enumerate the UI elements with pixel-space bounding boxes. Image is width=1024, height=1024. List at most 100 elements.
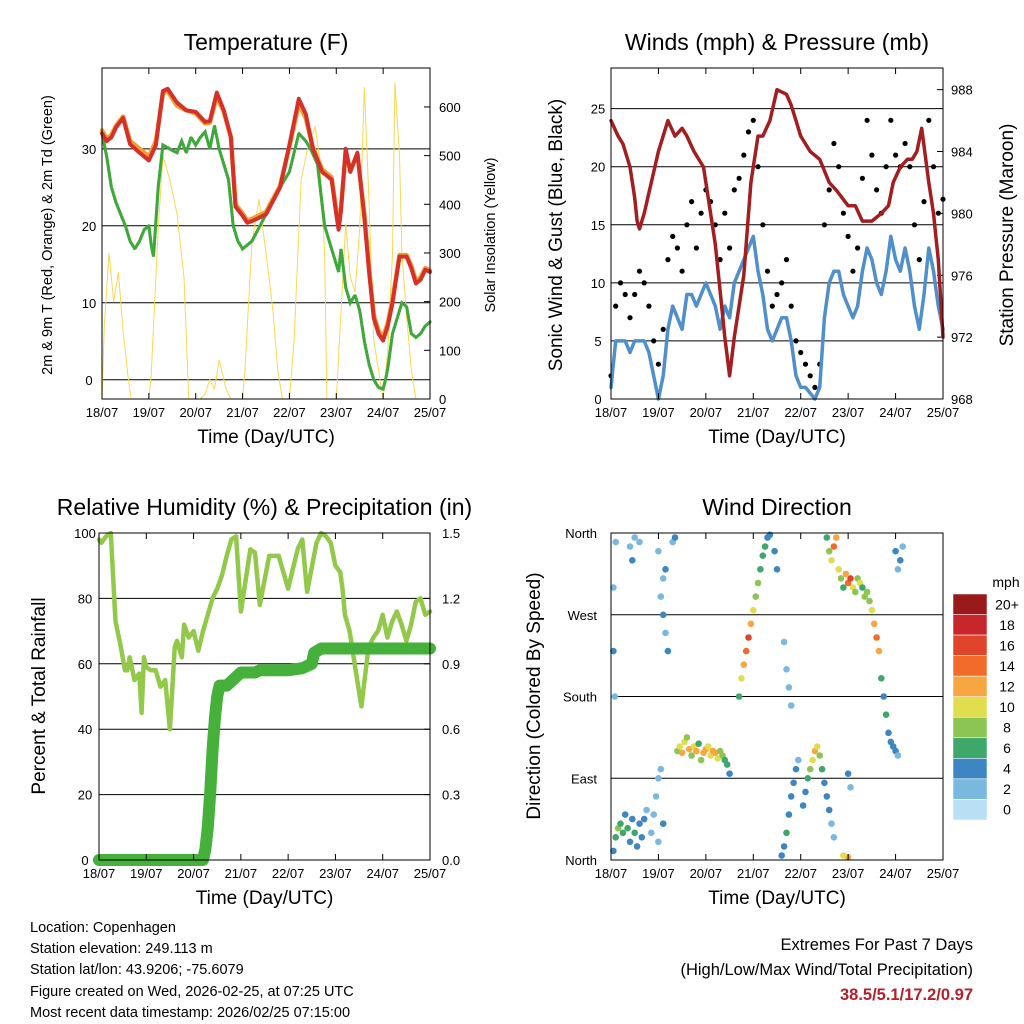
wind-title: Winds (mph) & Pressure (mb) <box>625 29 929 55</box>
rh-y2tick-label: 1.5 <box>442 526 460 541</box>
direction-point <box>818 765 826 773</box>
gust-point <box>689 199 695 205</box>
direction-point <box>823 534 831 541</box>
direction-point <box>790 779 797 787</box>
direction-point <box>738 675 745 682</box>
wind-y2tick-label: 980 <box>951 206 973 221</box>
gust-point <box>727 245 733 251</box>
temp-xtick-label: 23/07 <box>320 405 353 420</box>
rh-ytick-label: 80 <box>78 591 92 606</box>
direction-point <box>659 611 667 619</box>
rh-xlabel: Time (Day/UTC) <box>196 888 334 909</box>
direction-point <box>652 793 660 800</box>
direction-point <box>611 693 619 700</box>
wind-y2label: Station Pressure (Maroon) <box>997 124 1018 347</box>
temp-ytick-label: 10 <box>82 296 96 311</box>
direction-point <box>814 743 821 750</box>
wind-y2tick-label: 976 <box>951 268 973 283</box>
colorbar-label: 14 <box>999 658 1015 674</box>
gust-point <box>641 280 647 286</box>
wind-xtick-label: 18/07 <box>595 405 628 420</box>
direction-point <box>873 634 880 641</box>
direction-point <box>638 834 646 841</box>
gust-point <box>802 361 809 367</box>
wind-xlabel: Time (Day/UTC) <box>708 427 846 448</box>
gust-point <box>750 117 756 123</box>
direction-point <box>795 756 802 764</box>
colorbar-label: 20+ <box>995 596 1019 612</box>
relative-humidity-line <box>96 530 433 732</box>
direction-title: Wind Direction <box>702 494 852 520</box>
direction-point <box>655 838 662 846</box>
direction-point <box>882 711 890 718</box>
gust-point <box>651 338 657 344</box>
gust-point <box>646 303 652 309</box>
rh-xtick-label: 19/07 <box>130 866 163 881</box>
station-latlon: Station lat/lon: 43.9206; -75.6079 <box>30 962 244 979</box>
rh-frame <box>98 532 431 861</box>
extremes-subtitle: (High/Low/Max Wind/Total Precipitation) <box>680 961 973 979</box>
direction-point <box>704 743 712 750</box>
rh-xtick-label: 22/07 <box>272 866 305 881</box>
colorbar-swatch <box>952 696 988 718</box>
direction-point <box>799 802 807 809</box>
direction-point <box>825 547 833 555</box>
direction-point <box>655 775 662 782</box>
direction-point <box>785 811 793 818</box>
direction-point <box>897 557 904 564</box>
direction-point <box>899 543 906 550</box>
wind-xtick-label: 25/07 <box>927 405 960 420</box>
wind-ytick-label: 10 <box>591 276 605 291</box>
direction-point <box>825 806 833 814</box>
rh-xtick-label: 23/07 <box>319 866 352 881</box>
direction-point <box>859 584 866 591</box>
temp-2m-line <box>100 86 432 343</box>
direction-point <box>648 829 655 837</box>
figure-created: Figure created on Wed, 2026-02-25, at 07… <box>30 983 354 1000</box>
direction-point <box>806 765 814 773</box>
direction-point <box>657 765 665 773</box>
rh-xtick-label: 24/07 <box>366 866 399 881</box>
gust-point <box>926 117 932 123</box>
colorbar-swatch <box>952 614 988 636</box>
dewpoint-line <box>100 125 432 392</box>
direction-point <box>662 629 669 637</box>
direction-point <box>844 770 852 777</box>
gust-point <box>798 349 804 356</box>
gust-point <box>783 257 790 263</box>
temp-title: Temperature (F) <box>184 29 349 55</box>
direction-point <box>610 647 617 655</box>
colorbar-label: 4 <box>1003 761 1011 777</box>
gust-point <box>807 373 813 379</box>
direction-point <box>629 557 636 564</box>
gust-point <box>665 257 671 263</box>
gust-point <box>679 268 685 274</box>
direction-point <box>664 647 672 655</box>
direction-point <box>617 820 624 827</box>
direction-point <box>802 788 809 796</box>
direction-point <box>837 575 845 582</box>
gust-point <box>632 291 638 298</box>
direction-point <box>809 756 816 764</box>
direction-point <box>745 634 752 641</box>
direction-xtick-label: 22/07 <box>784 866 817 881</box>
direction-point <box>880 693 887 700</box>
gust-point <box>911 222 918 228</box>
colorbar-swatch <box>952 593 988 615</box>
wind-y2tick-label: 972 <box>951 330 973 345</box>
direction-point <box>657 593 665 600</box>
rh-ytick-label: 40 <box>78 722 92 737</box>
temp-y2tick-label: 200 <box>439 295 461 310</box>
direction-point <box>783 666 790 673</box>
colorbar-label: 16 <box>999 637 1015 653</box>
temp-y2tick-label: 500 <box>439 149 461 164</box>
direction-ytick-label: North <box>565 853 597 868</box>
gust-point <box>627 315 633 321</box>
direction-point <box>695 740 702 747</box>
gust-point <box>907 164 913 170</box>
gust-point <box>636 268 643 274</box>
direction-xtick-label: 20/07 <box>690 866 723 881</box>
direction-point <box>828 557 835 564</box>
direction-point <box>780 638 788 646</box>
